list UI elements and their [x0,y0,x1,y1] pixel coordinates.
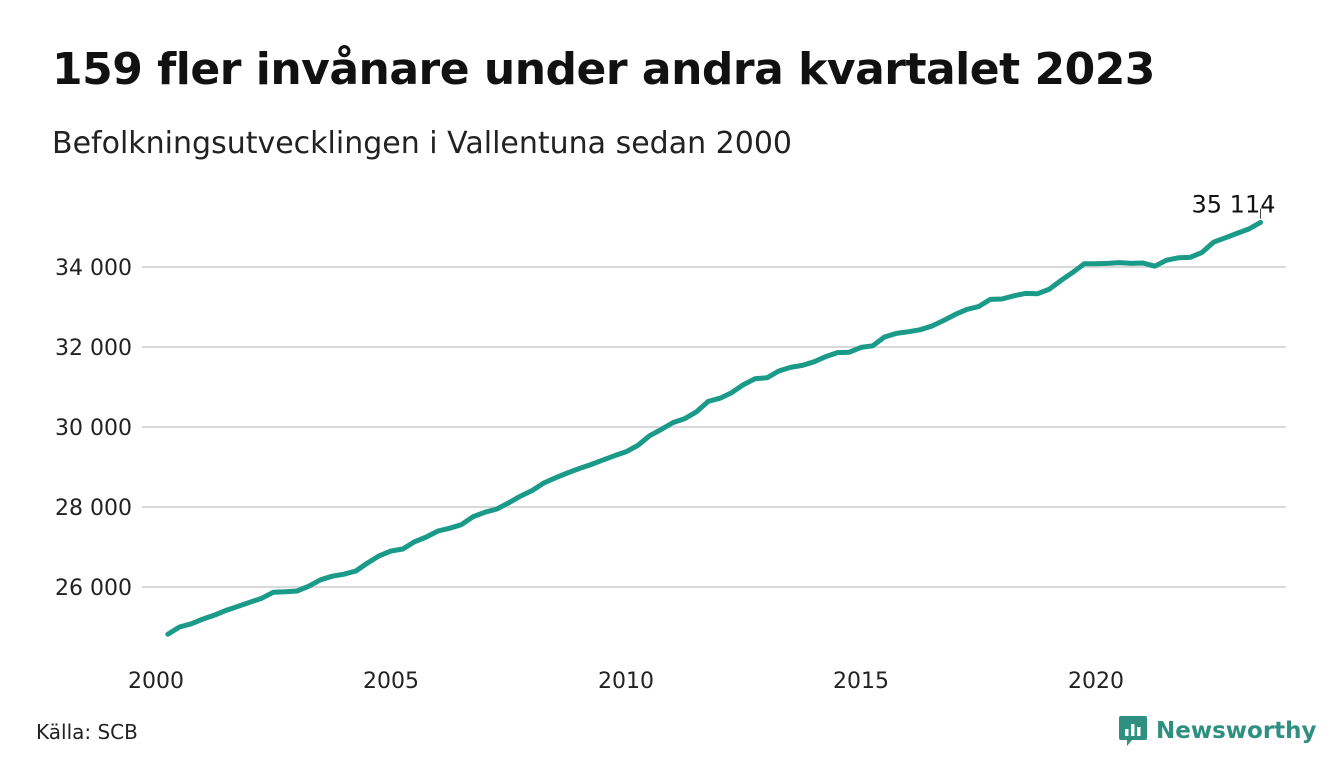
end-label-group: 35 114 [1192,190,1276,219]
chart-subtitle: Befolkningsutvecklingen i Vallentuna sed… [52,126,792,161]
bar-chart-logo-icon [1119,716,1147,746]
series-line-0 [165,219,1263,637]
brand-logo: Newsworthy [1118,714,1317,748]
end-value-label: 35 114 [1192,190,1276,218]
x-tick-label: 2010 [598,669,654,694]
brand-name: Newsworthy [1156,718,1317,744]
y-tick-label: 32 000 [55,336,132,361]
series-group [165,219,1263,637]
gridlines [142,266,1286,588]
y-tick-label: 34 000 [55,256,132,281]
y-axis-labels: 26 000 28 000 30 000 32 000 34 000 [55,256,132,601]
x-tick-label: 2015 [833,669,889,694]
x-tick-label: 2020 [1068,669,1124,694]
x-tick-label: 2005 [363,669,419,694]
source-note: Källa: SCB [36,720,138,744]
x-tick-label: 2000 [128,669,184,694]
y-tick-label: 26 000 [55,576,132,601]
x-axis-labels: 2000 2005 2010 2015 2020 [128,669,1124,694]
y-tick-label: 30 000 [55,416,132,441]
y-tick-label: 28 000 [55,496,132,521]
chart-title: 159 fler invånare under andra kvartalet … [52,44,1155,95]
